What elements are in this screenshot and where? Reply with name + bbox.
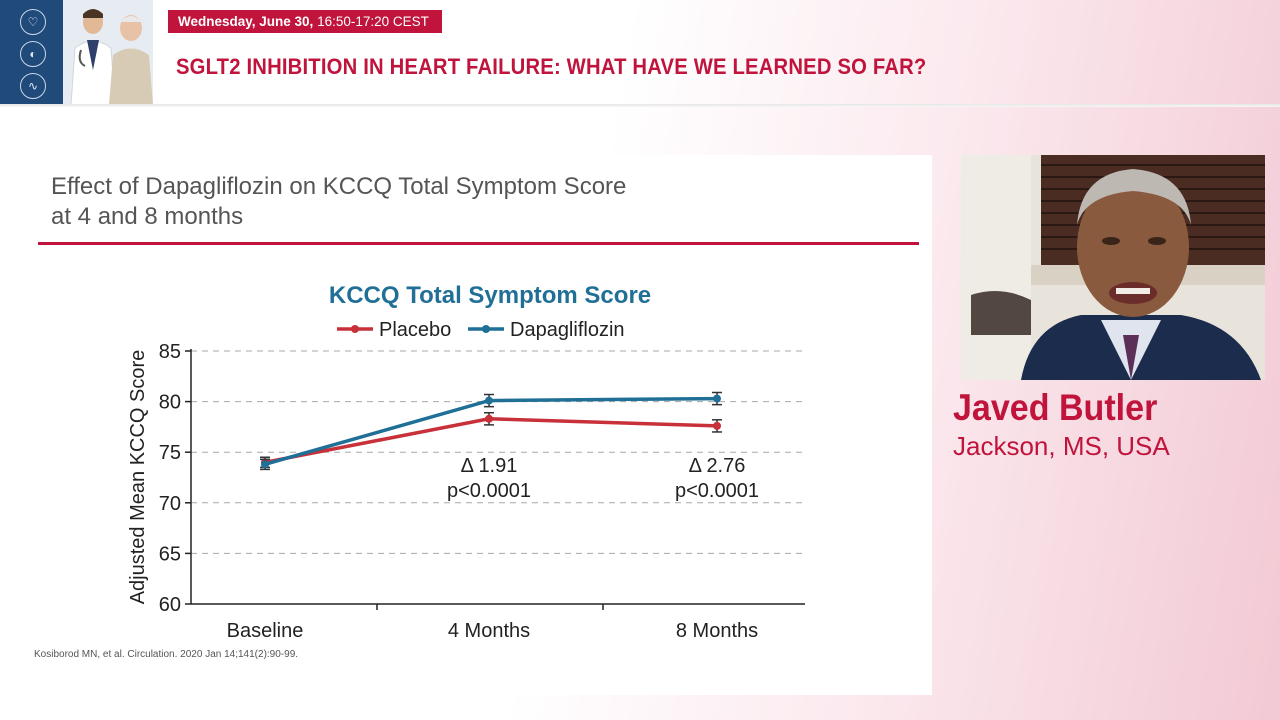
chart-axes: 60 65 70 75 80 85 Baseline 4 Months 8 Months bbox=[159, 341, 805, 642]
data-point bbox=[485, 414, 493, 423]
heart-icon: ♡ bbox=[20, 9, 46, 35]
y-tick-label: 80 bbox=[159, 392, 181, 414]
session-date: Wednesday, June 30, bbox=[178, 14, 314, 29]
data-point bbox=[261, 460, 269, 469]
slide-title-line1: Effect of Dapagliflozin on KCCQ Total Sy… bbox=[51, 173, 627, 200]
slide-title-rule bbox=[38, 242, 919, 245]
pancreas-icon: ∿ bbox=[20, 73, 46, 99]
y-tick-label: 60 bbox=[159, 594, 181, 616]
slide-title-line2: at 4 and 8 months bbox=[51, 203, 244, 230]
y-tick-label: 85 bbox=[159, 341, 181, 363]
chart-annotations: Δ 1.91 p<0.0001 Δ 2.76 p<0.0001 bbox=[447, 455, 759, 502]
brand-panel: ♡ ◐ ∿ bbox=[0, 0, 63, 105]
kidney-icon: ◐ bbox=[20, 41, 46, 67]
chart-grid bbox=[191, 350, 805, 554]
y-tick-label: 70 bbox=[159, 493, 181, 515]
y-tick-label: 65 bbox=[159, 543, 181, 565]
chart-legend: Placebo Dapagliflozin bbox=[337, 319, 625, 341]
chart-marks bbox=[260, 391, 722, 471]
legend-marker bbox=[351, 325, 359, 333]
y-axis-label: Adjusted Mean KCCQ Score bbox=[127, 350, 149, 605]
x-tick-label: Baseline bbox=[227, 620, 304, 642]
legend-label: Dapagliflozin bbox=[510, 319, 625, 341]
speaker-video bbox=[961, 155, 1265, 380]
p-value-annotation: p<0.0001 bbox=[675, 480, 759, 502]
x-tick-label: 8 Months bbox=[676, 620, 758, 642]
doctor-patient-photo bbox=[63, 0, 153, 105]
slide: Effect of Dapagliflozin on KCCQ Total Sy… bbox=[0, 155, 932, 695]
kccq-chart: KCCQ Total Symptom Score Adjusted Mean K… bbox=[127, 282, 805, 642]
session-time: 16:50-17:20 CEST bbox=[313, 14, 429, 29]
session-date-bar: Wednesday, June 30, 16:50-17:20 CEST bbox=[168, 10, 442, 33]
legend-marker bbox=[482, 325, 490, 333]
y-tick-label: 75 bbox=[159, 442, 181, 464]
data-point bbox=[485, 396, 493, 405]
x-tick-label: 4 Months bbox=[448, 620, 530, 642]
session-header: ♡ ◐ ∿ Wednesday, June 30, 16:50-17:20 CE… bbox=[0, 0, 1280, 107]
legend-label: Placebo bbox=[379, 319, 451, 341]
p-value-annotation: p<0.0001 bbox=[447, 480, 531, 502]
header-divider bbox=[0, 104, 1280, 107]
data-point bbox=[713, 394, 721, 403]
speaker-name: Javed Butler bbox=[953, 387, 1158, 428]
delta-annotation: Δ 2.76 bbox=[689, 455, 746, 477]
delta-annotation: Δ 1.91 bbox=[461, 455, 518, 477]
data-point bbox=[713, 421, 721, 430]
citation: Kosiborod MN, et al. Circulation. 2020 J… bbox=[34, 649, 299, 660]
chart-title: KCCQ Total Symptom Score bbox=[329, 282, 651, 309]
session-title: SGLT2 INHIBITION IN HEART FAILURE: WHAT … bbox=[176, 54, 927, 79]
speaker-location: Jackson, MS, USA bbox=[953, 431, 1170, 461]
slide-title: Effect of Dapagliflozin on KCCQ Total Sy… bbox=[51, 172, 751, 232]
